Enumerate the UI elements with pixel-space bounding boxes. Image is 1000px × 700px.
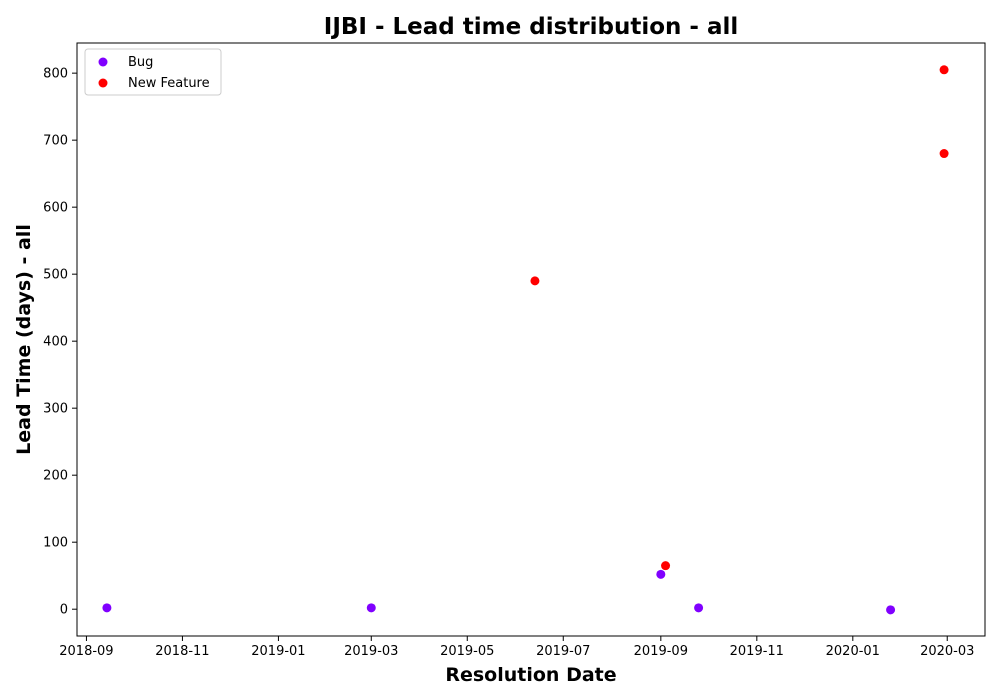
chart-title: IJBI - Lead time distribution - all bbox=[324, 14, 738, 40]
point-bug-2 bbox=[656, 569, 666, 579]
y-tick-label-400: 400 bbox=[43, 335, 68, 350]
point-new-feature-3 bbox=[939, 65, 949, 75]
y-tick-label-600: 600 bbox=[43, 201, 68, 216]
y-tick-label-200: 200 bbox=[43, 469, 68, 484]
legend-label-bug: Bug bbox=[128, 55, 153, 70]
legend-marker-bug bbox=[98, 57, 108, 67]
x-tick-label-2020-03: 2020-03 bbox=[920, 644, 974, 659]
point-new-feature-0 bbox=[530, 276, 540, 286]
legend-label-new-feature: New Feature bbox=[128, 76, 210, 91]
x-tick-label-2019-01: 2019-01 bbox=[251, 644, 305, 659]
data-points bbox=[102, 65, 949, 615]
point-bug-4 bbox=[886, 605, 896, 615]
x-tick-label-2019-07: 2019-07 bbox=[536, 644, 590, 659]
x-tick-label-2019-05: 2019-05 bbox=[440, 644, 494, 659]
x-tick-label-2018-09: 2018-09 bbox=[59, 644, 113, 659]
y-axis-label: Lead Time (days) - all bbox=[13, 224, 35, 455]
x-tick-label-2019-03: 2019-03 bbox=[344, 644, 398, 659]
plot-area bbox=[76, 42, 986, 637]
legend-marker-new-feature bbox=[98, 78, 108, 88]
y-tick-label-300: 300 bbox=[43, 402, 68, 417]
point-new-feature-2 bbox=[939, 149, 949, 159]
y-tick-label-100: 100 bbox=[43, 536, 68, 551]
point-new-feature-1 bbox=[661, 561, 671, 571]
y-tick-label-0: 0 bbox=[60, 603, 68, 618]
x-tick-label-2019-11: 2019-11 bbox=[730, 644, 784, 659]
x-axis-label: Resolution Date bbox=[445, 664, 616, 686]
point-bug-1 bbox=[366, 603, 376, 613]
y-axis: 0 100 200 300 400 500 600 700 800 bbox=[43, 67, 77, 618]
y-tick-label-800: 800 bbox=[43, 67, 68, 82]
x-tick-label-2020-01: 2020-01 bbox=[826, 644, 880, 659]
y-tick-label-700: 700 bbox=[43, 134, 68, 149]
legend-box bbox=[84, 48, 222, 96]
point-bug-0 bbox=[102, 603, 112, 613]
x-tick-label-2019-09: 2019-09 bbox=[634, 644, 688, 659]
x-axis: 2018-09 2018-11 2019-01 2019-03 2019-05 2019-… bbox=[59, 636, 974, 659]
legend: Bug New Feature bbox=[84, 48, 222, 96]
y-tick-label-500: 500 bbox=[43, 268, 68, 283]
x-tick-label-2018-11: 2018-11 bbox=[155, 644, 209, 659]
point-bug-3 bbox=[694, 603, 704, 613]
